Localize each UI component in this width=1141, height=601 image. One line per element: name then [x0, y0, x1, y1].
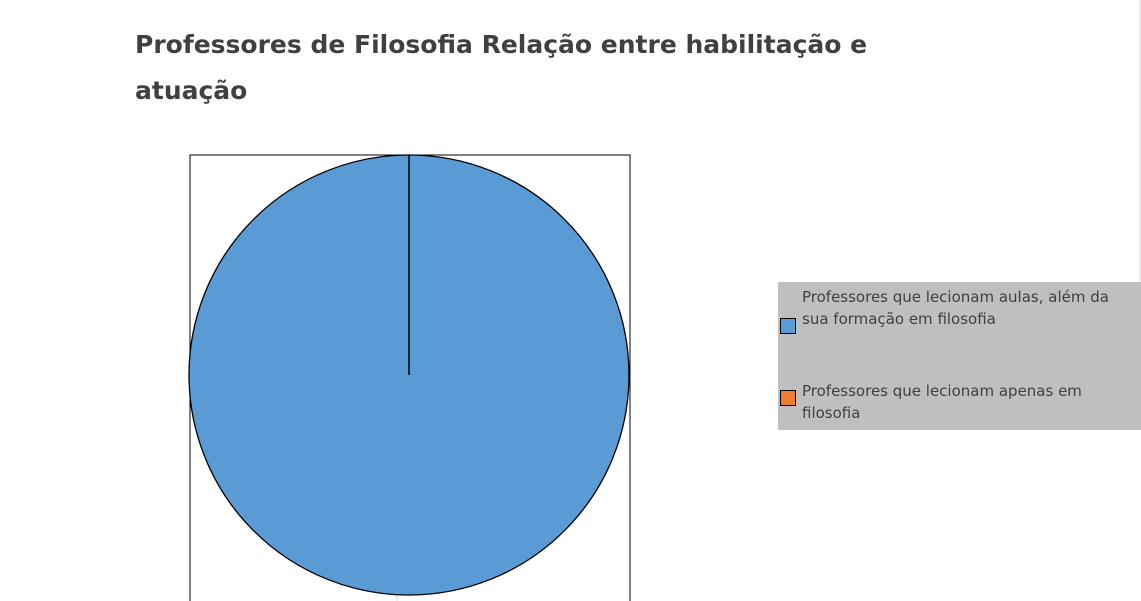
legend-label: Professores que lecionam aulas, além da …: [802, 288, 1109, 328]
legend-item: Professores que lecionam apenas em filos…: [780, 380, 1137, 424]
legend: Professores que lecionam aulas, além da …: [778, 282, 1141, 430]
legend-label: Professores que lecionam apenas em filos…: [802, 382, 1082, 422]
legend-item: Professores que lecionam aulas, além da …: [780, 286, 1137, 334]
chart-title: Professores de Filosofia Relação entre h…: [135, 30, 868, 105]
legend-swatch: [780, 390, 796, 406]
legend-swatch: [780, 318, 796, 334]
